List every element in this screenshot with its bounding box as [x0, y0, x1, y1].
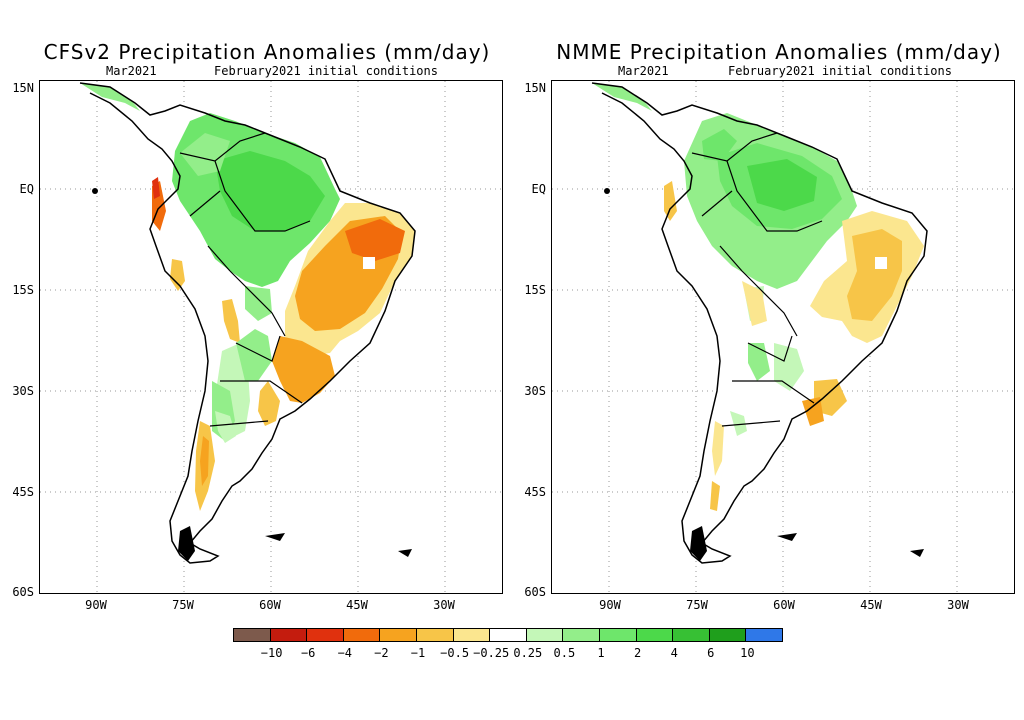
x-tick-30w: 30W: [433, 598, 455, 612]
colorbar-swatch: [672, 628, 710, 642]
colorbar-swatch: [415, 628, 454, 642]
x-tick-90w: 90W: [85, 598, 107, 612]
colorbar-label: −0.25: [473, 646, 510, 660]
colorbar-swatch: [489, 628, 527, 642]
colorbar-label: 4: [670, 646, 678, 660]
colorbar-label: 0.25: [513, 646, 543, 660]
y-tick-60s: 60S: [524, 585, 546, 599]
nmme-panel: NMME Precipitation Anomalies (mm/day) Ma…: [514, 0, 1024, 612]
panel-month: Mar2021: [618, 64, 669, 78]
y-tick-45s: 45S: [524, 485, 546, 499]
colorbar-label: −0.5: [440, 646, 470, 660]
colorbar-label: −2: [374, 646, 389, 660]
x-tick-30w: 30W: [947, 598, 969, 612]
colorbar-swatch: [233, 628, 271, 642]
colorbar-label: −10: [260, 646, 283, 660]
y-tick-30s: 30S: [12, 384, 34, 398]
panel-conditions: February2021 initial conditions: [728, 64, 952, 78]
x-tick-45w: 45W: [860, 598, 882, 612]
x-tick-45w: 45W: [346, 598, 368, 612]
x-tick-75w: 75W: [172, 598, 194, 612]
colorbar-label: 10: [740, 646, 755, 660]
x-tick-60w: 60W: [259, 598, 281, 612]
x-tick-90w: 90W: [599, 598, 621, 612]
colorbar-label: −4: [337, 646, 353, 660]
panel-conditions: February2021 initial conditions: [214, 64, 438, 78]
colorbar: [233, 628, 783, 644]
y-tick-15s: 15S: [12, 283, 34, 297]
cfsv2-panel: CFSv2 Precipitation Anomalies (mm/day) M…: [0, 0, 510, 612]
colorbar-swatch: [452, 628, 491, 642]
y-tick-15n: 15N: [12, 81, 34, 95]
panel-month: Mar2021: [106, 64, 157, 78]
colorbar-swatch: [708, 628, 747, 642]
y-tick-eq: EQ: [531, 182, 546, 196]
cfsv2-map: [39, 80, 503, 594]
y-tick-30s: 30S: [524, 384, 546, 398]
colorbar-swatch: [598, 628, 637, 642]
colorbar-label: −6: [300, 646, 316, 660]
y-tick-60s: 60S: [12, 585, 34, 599]
colorbar-swatch: [525, 628, 564, 642]
colorbar-label: 1: [597, 646, 605, 660]
colorbar-swatch: [269, 628, 308, 642]
colorbar-label: −1: [410, 646, 426, 660]
y-tick-15s: 15S: [524, 283, 546, 297]
y-tick-15n: 15N: [524, 81, 546, 95]
colorbar-swatch: [562, 628, 600, 642]
colorbar-label: 0.5: [553, 646, 576, 660]
nmme-map: [551, 80, 1015, 594]
colorbar-swatch: [306, 628, 344, 642]
x-tick-60w: 60W: [773, 598, 795, 612]
panel-title: NMME Precipitation Anomalies (mm/day): [556, 40, 1002, 64]
x-tick-75w: 75W: [686, 598, 708, 612]
y-tick-45s: 45S: [12, 485, 34, 499]
colorbar-swatch: [342, 628, 381, 642]
colorbar-swatch: [379, 628, 417, 642]
colorbar-label: 6: [707, 646, 715, 660]
y-tick-eq: EQ: [19, 182, 34, 196]
colorbar-swatch: [635, 628, 674, 642]
panel-title: CFSv2 Precipitation Anomalies (mm/day): [43, 40, 491, 64]
colorbar-swatch: [745, 628, 783, 642]
colorbar-label: 2: [633, 646, 642, 660]
